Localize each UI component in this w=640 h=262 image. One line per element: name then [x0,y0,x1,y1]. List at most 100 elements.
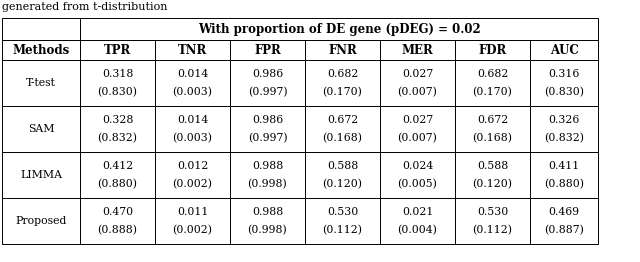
Bar [455,40,530,60]
Bar [380,106,455,152]
Bar [80,198,155,244]
Text: 0.027: 0.027 [402,69,433,79]
Text: (0.830): (0.830) [97,87,138,97]
Bar [2,198,80,244]
Text: LIMMA: LIMMA [20,170,62,180]
Text: 0.530: 0.530 [327,207,358,217]
Text: (0.003): (0.003) [173,133,212,143]
Bar [305,106,380,152]
Text: SAM: SAM [28,124,54,134]
Bar [455,152,530,198]
Bar [380,152,455,198]
Bar [530,40,598,60]
Text: TPR: TPR [104,43,131,57]
Text: (0.002): (0.002) [173,225,212,235]
Text: 0.682: 0.682 [477,69,508,79]
Text: 0.470: 0.470 [102,207,133,217]
Bar [230,60,305,106]
Bar [2,60,80,106]
Bar [305,198,380,244]
Text: 0.672: 0.672 [477,115,508,125]
Text: (0.880): (0.880) [97,179,138,189]
Bar [230,106,305,152]
Bar [455,60,530,106]
Bar [80,106,155,152]
Text: 0.027: 0.027 [402,115,433,125]
Text: (0.998): (0.998) [248,225,287,235]
Text: (0.168): (0.168) [472,133,513,143]
Bar [380,60,455,106]
Bar [530,198,598,244]
Text: (0.003): (0.003) [173,87,212,97]
Bar [230,152,305,198]
Bar [155,152,230,198]
Bar [2,18,80,40]
Bar [230,40,305,60]
Text: 0.986: 0.986 [252,69,283,79]
Text: 0.672: 0.672 [327,115,358,125]
Text: (0.888): (0.888) [97,225,138,235]
Text: 0.011: 0.011 [177,207,208,217]
Text: 0.530: 0.530 [477,207,508,217]
Text: 0.014: 0.014 [177,115,208,125]
Text: With proportion of DE gene (pDEG) = 0.02: With proportion of DE gene (pDEG) = 0.02 [198,23,481,35]
Text: 0.412: 0.412 [102,161,133,171]
Text: (0.832): (0.832) [97,133,138,143]
Text: 0.014: 0.014 [177,69,208,79]
Text: MER: MER [402,43,433,57]
Bar [530,60,598,106]
Text: (0.007): (0.007) [397,87,437,97]
Text: (0.120): (0.120) [323,179,362,189]
Text: 0.988: 0.988 [252,161,283,171]
Text: (0.997): (0.997) [248,87,287,97]
Bar [455,106,530,152]
Bar [80,40,155,60]
Text: 0.411: 0.411 [548,161,580,171]
Text: (0.887): (0.887) [544,225,584,235]
Text: (0.170): (0.170) [472,87,513,97]
Text: Methods: Methods [12,43,70,57]
Text: 0.021: 0.021 [402,207,433,217]
Bar [80,60,155,106]
Bar [530,106,598,152]
Text: 0.318: 0.318 [102,69,133,79]
Bar [230,198,305,244]
Text: (0.998): (0.998) [248,179,287,189]
Bar [380,40,455,60]
Text: (0.170): (0.170) [323,87,362,97]
Text: (0.007): (0.007) [397,133,437,143]
Text: 0.588: 0.588 [477,161,508,171]
Text: (0.120): (0.120) [472,179,513,189]
Bar [530,152,598,198]
Text: FPR: FPR [254,43,281,57]
Text: (0.002): (0.002) [173,179,212,189]
Text: (0.880): (0.880) [544,179,584,189]
Text: TNR: TNR [178,43,207,57]
Text: 0.316: 0.316 [548,69,580,79]
Text: AUC: AUC [550,43,579,57]
Text: generated from t-distribution: generated from t-distribution [2,2,168,12]
Text: 0.012: 0.012 [177,161,208,171]
Text: FDR: FDR [478,43,507,57]
Text: FNR: FNR [328,43,357,57]
Bar [2,40,80,60]
Text: (0.005): (0.005) [397,179,437,189]
Bar [80,152,155,198]
Bar [80,18,598,40]
Text: T-test: T-test [26,78,56,88]
Text: 0.326: 0.326 [548,115,580,125]
Text: 0.988: 0.988 [252,207,283,217]
Text: 0.469: 0.469 [548,207,580,217]
Bar [155,198,230,244]
Text: (0.112): (0.112) [472,225,513,235]
Bar [305,60,380,106]
Bar [2,106,80,152]
Bar [155,106,230,152]
Bar [2,152,80,198]
Bar [305,40,380,60]
Text: 0.328: 0.328 [102,115,133,125]
Text: 0.588: 0.588 [327,161,358,171]
Bar [155,40,230,60]
Text: (0.997): (0.997) [248,133,287,143]
Text: 0.024: 0.024 [402,161,433,171]
